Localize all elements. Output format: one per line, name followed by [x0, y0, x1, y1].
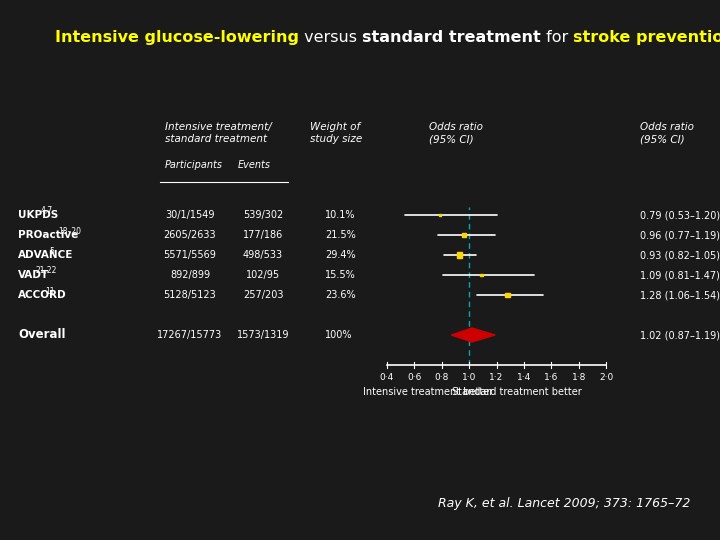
Text: 0·8: 0·8: [435, 373, 449, 382]
Text: Weight of: Weight of: [310, 122, 360, 132]
Text: 23.6%: 23.6%: [325, 290, 356, 300]
Text: 30/1/1549: 30/1/1549: [166, 210, 215, 220]
Text: standard treatment: standard treatment: [165, 134, 267, 144]
Text: PROactive: PROactive: [18, 230, 78, 240]
Bar: [457, 252, 462, 258]
Text: study size: study size: [310, 134, 362, 144]
Text: 11: 11: [45, 287, 55, 295]
Text: 1.02 (0.87–1.19): 1.02 (0.87–1.19): [640, 330, 720, 340]
Text: 10.1%: 10.1%: [325, 210, 356, 220]
Text: 18–20: 18–20: [58, 226, 81, 235]
Bar: [439, 214, 441, 216]
Text: ADVANCE: ADVANCE: [18, 250, 73, 260]
Text: 0.96 (0.77–1.19): 0.96 (0.77–1.19): [640, 230, 720, 240]
Text: 0·6: 0·6: [407, 373, 421, 382]
Polygon shape: [451, 328, 495, 342]
Text: 892/899: 892/899: [170, 270, 210, 280]
Text: 0.79 (0.53–1.20): 0.79 (0.53–1.20): [640, 210, 720, 220]
Bar: [505, 293, 510, 297]
Text: 0.93 (0.82–1.05): 0.93 (0.82–1.05): [640, 250, 720, 260]
Text: 5: 5: [50, 246, 55, 255]
Text: 1573/1319: 1573/1319: [237, 330, 289, 340]
Text: standard treatment: standard treatment: [362, 30, 541, 45]
Text: 21,22: 21,22: [36, 267, 58, 275]
Text: for: for: [541, 30, 573, 45]
Text: stroke prevention: stroke prevention: [573, 30, 720, 45]
Text: 100%: 100%: [325, 330, 353, 340]
Text: 1.28 (1.06–1.54): 1.28 (1.06–1.54): [640, 290, 720, 300]
Text: 29.4%: 29.4%: [325, 250, 356, 260]
Text: 17267/15773: 17267/15773: [158, 330, 222, 340]
Text: (95% CI): (95% CI): [640, 134, 685, 144]
Text: 498/533: 498/533: [243, 250, 283, 260]
Text: 1·6: 1·6: [544, 373, 559, 382]
Text: Intensive treatment/: Intensive treatment/: [165, 122, 271, 132]
Text: (95% CI): (95% CI): [429, 134, 474, 144]
Text: Events: Events: [238, 160, 271, 170]
Text: 2605/2633: 2605/2633: [163, 230, 216, 240]
Text: 1·2: 1·2: [490, 373, 504, 382]
Text: 102/95: 102/95: [246, 270, 280, 280]
Text: 5571/5569: 5571/5569: [163, 250, 217, 260]
Bar: [462, 233, 466, 237]
Text: Intensive glucose-lowering: Intensive glucose-lowering: [55, 30, 299, 45]
Text: Intensive treatment better: Intensive treatment better: [363, 387, 493, 397]
Text: 539/302: 539/302: [243, 210, 283, 220]
Text: 2·0: 2·0: [599, 373, 613, 382]
Text: 177/186: 177/186: [243, 230, 283, 240]
Text: 1·4: 1·4: [517, 373, 531, 382]
Text: Odds ratio: Odds ratio: [640, 122, 694, 132]
Text: Standard treatment better: Standard treatment better: [452, 387, 582, 397]
Text: 15.5%: 15.5%: [325, 270, 356, 280]
Text: ACCORD: ACCORD: [18, 290, 67, 300]
Text: VADT: VADT: [18, 270, 49, 280]
Bar: [480, 274, 483, 276]
Text: Overall: Overall: [18, 328, 66, 341]
Text: 257/203: 257/203: [243, 290, 283, 300]
Text: 1·0: 1·0: [462, 373, 477, 382]
Text: 21.5%: 21.5%: [325, 230, 356, 240]
Text: Ray K, et al. Lancet 2009; 373: 1765–72: Ray K, et al. Lancet 2009; 373: 1765–72: [438, 497, 690, 510]
Text: UKPDS: UKPDS: [18, 210, 58, 220]
Text: Participants: Participants: [165, 160, 223, 170]
Text: 5128/5123: 5128/5123: [163, 290, 217, 300]
Text: versus: versus: [299, 30, 362, 45]
Text: 4,7: 4,7: [40, 206, 53, 215]
Text: 1.09 (0.81–1.47): 1.09 (0.81–1.47): [640, 270, 720, 280]
Text: 1·8: 1·8: [572, 373, 586, 382]
Text: 0·4: 0·4: [379, 373, 394, 382]
Text: Odds ratio: Odds ratio: [429, 122, 483, 132]
